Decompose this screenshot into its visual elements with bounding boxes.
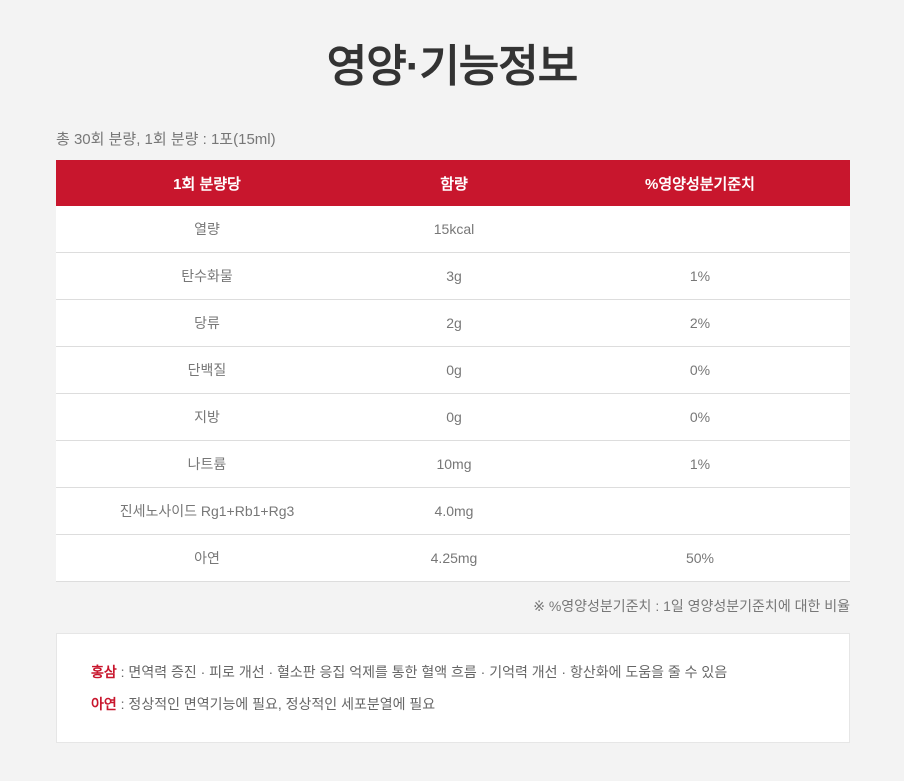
cell-daily-value: 1% (550, 252, 850, 300)
cell-nutrient: 당류 (56, 299, 358, 347)
table-row: 진세노사이드 Rg1+Rb1+Rg3 4.0mg (56, 487, 850, 535)
header-serving: 1회 분량당 (56, 160, 358, 206)
cell-nutrient: 아연 (56, 534, 358, 582)
cell-daily-value: 2% (550, 299, 850, 347)
header-daily-value: %영양성분기준치 (550, 160, 850, 206)
table-row: 탄수화물 3g 1% (56, 252, 850, 300)
header-amount: 함량 (358, 160, 550, 206)
cell-daily-value: 50% (550, 534, 850, 582)
cell-nutrient: 나트륨 (56, 440, 358, 488)
cell-nutrient: 진세노사이드 Rg1+Rb1+Rg3 (56, 487, 358, 535)
cell-amount: 2g (358, 299, 550, 347)
function-info-box: 홍삼 : 면역력 증진 · 피로 개선 · 혈소판 응집 억제를 통한 혈액 흐… (56, 633, 850, 743)
cell-amount: 15kcal (358, 206, 550, 253)
cell-daily-value (550, 487, 850, 535)
cell-daily-value (550, 206, 850, 253)
cell-nutrient: 지방 (56, 393, 358, 441)
cell-amount: 10mg (358, 440, 550, 488)
serving-info: 총 30회 분량, 1회 분량 : 1포(15ml) (56, 131, 276, 148)
cell-amount: 3g (358, 252, 550, 300)
function-line-zinc: 아연 : 정상적인 면역기능에 필요, 정상적인 세포분열에 필요 (91, 694, 849, 714)
page-title: 영양·기능정보 (326, 42, 579, 91)
function-text: : 정상적인 면역기능에 필요, 정상적인 세포분열에 필요 (116, 696, 436, 712)
cell-amount: 4.25mg (358, 534, 550, 582)
cell-nutrient: 열량 (56, 206, 358, 253)
cell-amount: 0g (358, 346, 550, 394)
table-row: 단백질 0g 0% (56, 346, 850, 394)
cell-nutrient: 탄수화물 (56, 252, 358, 300)
table-row: 당류 2g 2% (56, 299, 850, 347)
cell-amount: 0g (358, 393, 550, 441)
cell-daily-value: 0% (550, 346, 850, 394)
footnote: ※ %영양성분기준치 : 1일 영양성분기준치에 대한 비율 (533, 598, 850, 614)
cell-daily-value: 0% (550, 393, 850, 441)
table-row: 지방 0g 0% (56, 393, 850, 441)
cell-amount: 4.0mg (358, 487, 550, 535)
table-row: 나트륨 10mg 1% (56, 440, 850, 488)
function-key: 아연 (91, 696, 117, 712)
cell-daily-value: 1% (550, 440, 850, 488)
cell-nutrient: 단백질 (56, 346, 358, 394)
nutrition-table: 1회 분량당 함량 %영양성분기준치 열량 15kcal 탄수화물 3g 1% 당류 2g 2… (56, 160, 850, 582)
table-row: 열량 15kcal (56, 206, 850, 253)
function-text: : 면역력 증진 · 피로 개선 · 혈소판 응집 억제를 통한 혈액 흐름 ·… (116, 664, 728, 680)
function-line-red-ginseng: 홍삼 : 면역력 증진 · 피로 개선 · 혈소판 응집 억제를 통한 혈액 흐… (91, 662, 849, 682)
table-row: 아연 4.25mg 50% (56, 534, 850, 582)
table-header: 1회 분량당 함량 %영양성분기준치 (56, 160, 850, 206)
function-key: 홍삼 (91, 664, 117, 680)
